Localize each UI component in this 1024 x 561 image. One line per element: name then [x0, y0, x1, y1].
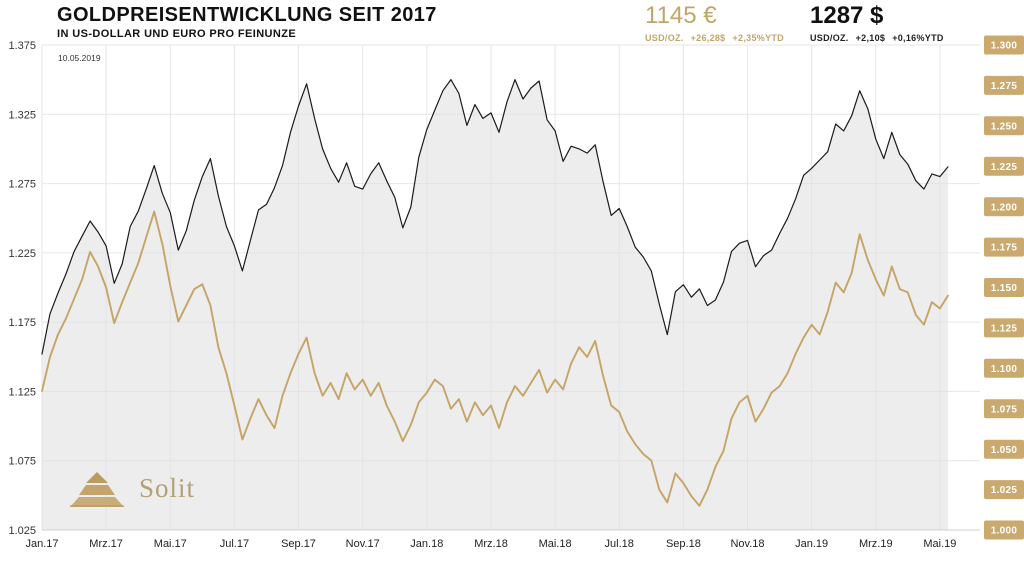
right-axis-tick-label: 1.200	[991, 202, 1018, 213]
x-axis-tick-label: Jul.17	[220, 538, 249, 550]
left-axis-tick-label: 1.325	[8, 109, 36, 121]
right-axis-tick-box	[984, 35, 1024, 55]
right-axis-tick-label: 1.125	[991, 324, 1018, 335]
right-axis-tick-box	[984, 278, 1024, 297]
right-axis-tick-box	[984, 399, 1024, 419]
left-axis-tick-label: 1.175	[8, 317, 36, 329]
eur-price-block: 1145 € USD/OZ. +26,28$ +2,35%YTD	[645, 2, 805, 43]
solit-logo: Solit	[68, 468, 195, 508]
left-axis-tick-label: 1.225	[8, 248, 36, 260]
right-axis-tick-box	[984, 520, 1024, 540]
usd-price-block: 1287 $ USD/OZ. +2,10$ +0,16%YTD	[810, 2, 980, 43]
usd-price-value: 1287 $	[810, 2, 884, 29]
usd-price-unit: USD/OZ.	[810, 33, 849, 44]
right-axis-tick-box	[984, 75, 1024, 95]
x-axis-tick-label: Jul.18	[605, 538, 634, 550]
right-axis-tick-label: 1.000	[991, 526, 1018, 537]
right-axis-tick-label: 1.175	[991, 243, 1018, 254]
x-axis-tick-label: Sep.17	[281, 538, 316, 550]
right-axis-tick-box	[984, 197, 1024, 217]
eur-price-value: 1145 €	[645, 2, 717, 29]
x-axis-tick-label: Jan.18	[410, 538, 443, 550]
right-axis-tick-box	[984, 156, 1024, 176]
right-axis-tick-label: 1.050	[991, 445, 1018, 456]
x-axis-tick-label: Mai.19	[923, 538, 956, 550]
x-axis-tick-label: Jan.17	[25, 538, 58, 550]
right-axis-tick-label: 1.075	[991, 404, 1018, 415]
eur-price-details: USD/OZ. +26,28$ +2,35%YTD	[645, 33, 805, 43]
right-axis-tick-box	[984, 480, 1024, 500]
right-axis-tick-box	[984, 358, 1024, 378]
left-axis-tick-label: 1.075	[8, 456, 36, 468]
left-axis-tick-label: 1.375	[8, 40, 36, 52]
usd-price-details: USD/OZ. +2,10$ +0,16%YTD	[810, 33, 980, 43]
x-axis-tick-label: Nov.18	[730, 538, 764, 550]
solit-logo-text: Solit	[139, 472, 196, 503]
x-axis-tick-label: Mrz.18	[474, 538, 508, 550]
right-axis-tick-box	[984, 116, 1024, 136]
right-axis-tick-box	[984, 237, 1024, 257]
right-axis-tick-label: 1.250	[991, 121, 1018, 132]
left-axis-tick-label: 1.025	[8, 525, 36, 537]
chart-header: GOLDPREISENTWICKLUNG SEIT 2017 IN US-DOL…	[57, 4, 437, 40]
right-axis-tick-label: 1.025	[991, 485, 1018, 496]
x-axis-tick-label: Mrz.17	[89, 538, 123, 550]
as-of-date-label: 10.05.2019	[58, 53, 101, 63]
right-axis-tick-box	[984, 439, 1024, 459]
x-axis-tick-label: Mrz.19	[859, 538, 893, 550]
usd-series-line	[41, 79, 949, 355]
x-axis-tick-label: Nov.17	[346, 538, 380, 550]
page-title: GOLDPREISENTWICKLUNG SEIT 2017	[57, 4, 437, 26]
left-axis-tick-label: 1.125	[8, 386, 36, 398]
right-axis-tick-label: 1.150	[991, 283, 1018, 294]
right-axis-tick-label: 1.300	[991, 41, 1018, 52]
eur-series-line	[41, 210, 949, 507]
x-axis-tick-label: Mai.18	[539, 538, 572, 550]
x-axis-tick-label: Sep.18	[666, 538, 701, 550]
usd-price-change-abs: +2,10$	[855, 33, 886, 44]
solit-pyramid-icon	[70, 472, 124, 507]
right-axis-tick-label: 1.100	[991, 364, 1018, 375]
eur-price-change-pct: +2,35%YTD	[732, 33, 784, 44]
right-axis-tick-label: 1.225	[991, 162, 1018, 173]
right-axis-tick-label: 1.275	[991, 81, 1018, 92]
page-subtitle: IN US-DOLLAR UND EURO PRO FEINUNZE	[57, 28, 297, 40]
x-axis-tick-label: Jan.19	[795, 538, 828, 550]
usd-price-change-pct: +0,16%YTD	[892, 33, 944, 44]
left-axis-tick-label: 1.275	[8, 179, 36, 191]
eur-price-unit: USD/OZ.	[645, 33, 684, 44]
right-axis-tick-box	[984, 318, 1024, 338]
x-axis-tick-label: Mai.17	[154, 538, 187, 550]
eur-price-change-abs: +26,28$	[690, 33, 726, 44]
